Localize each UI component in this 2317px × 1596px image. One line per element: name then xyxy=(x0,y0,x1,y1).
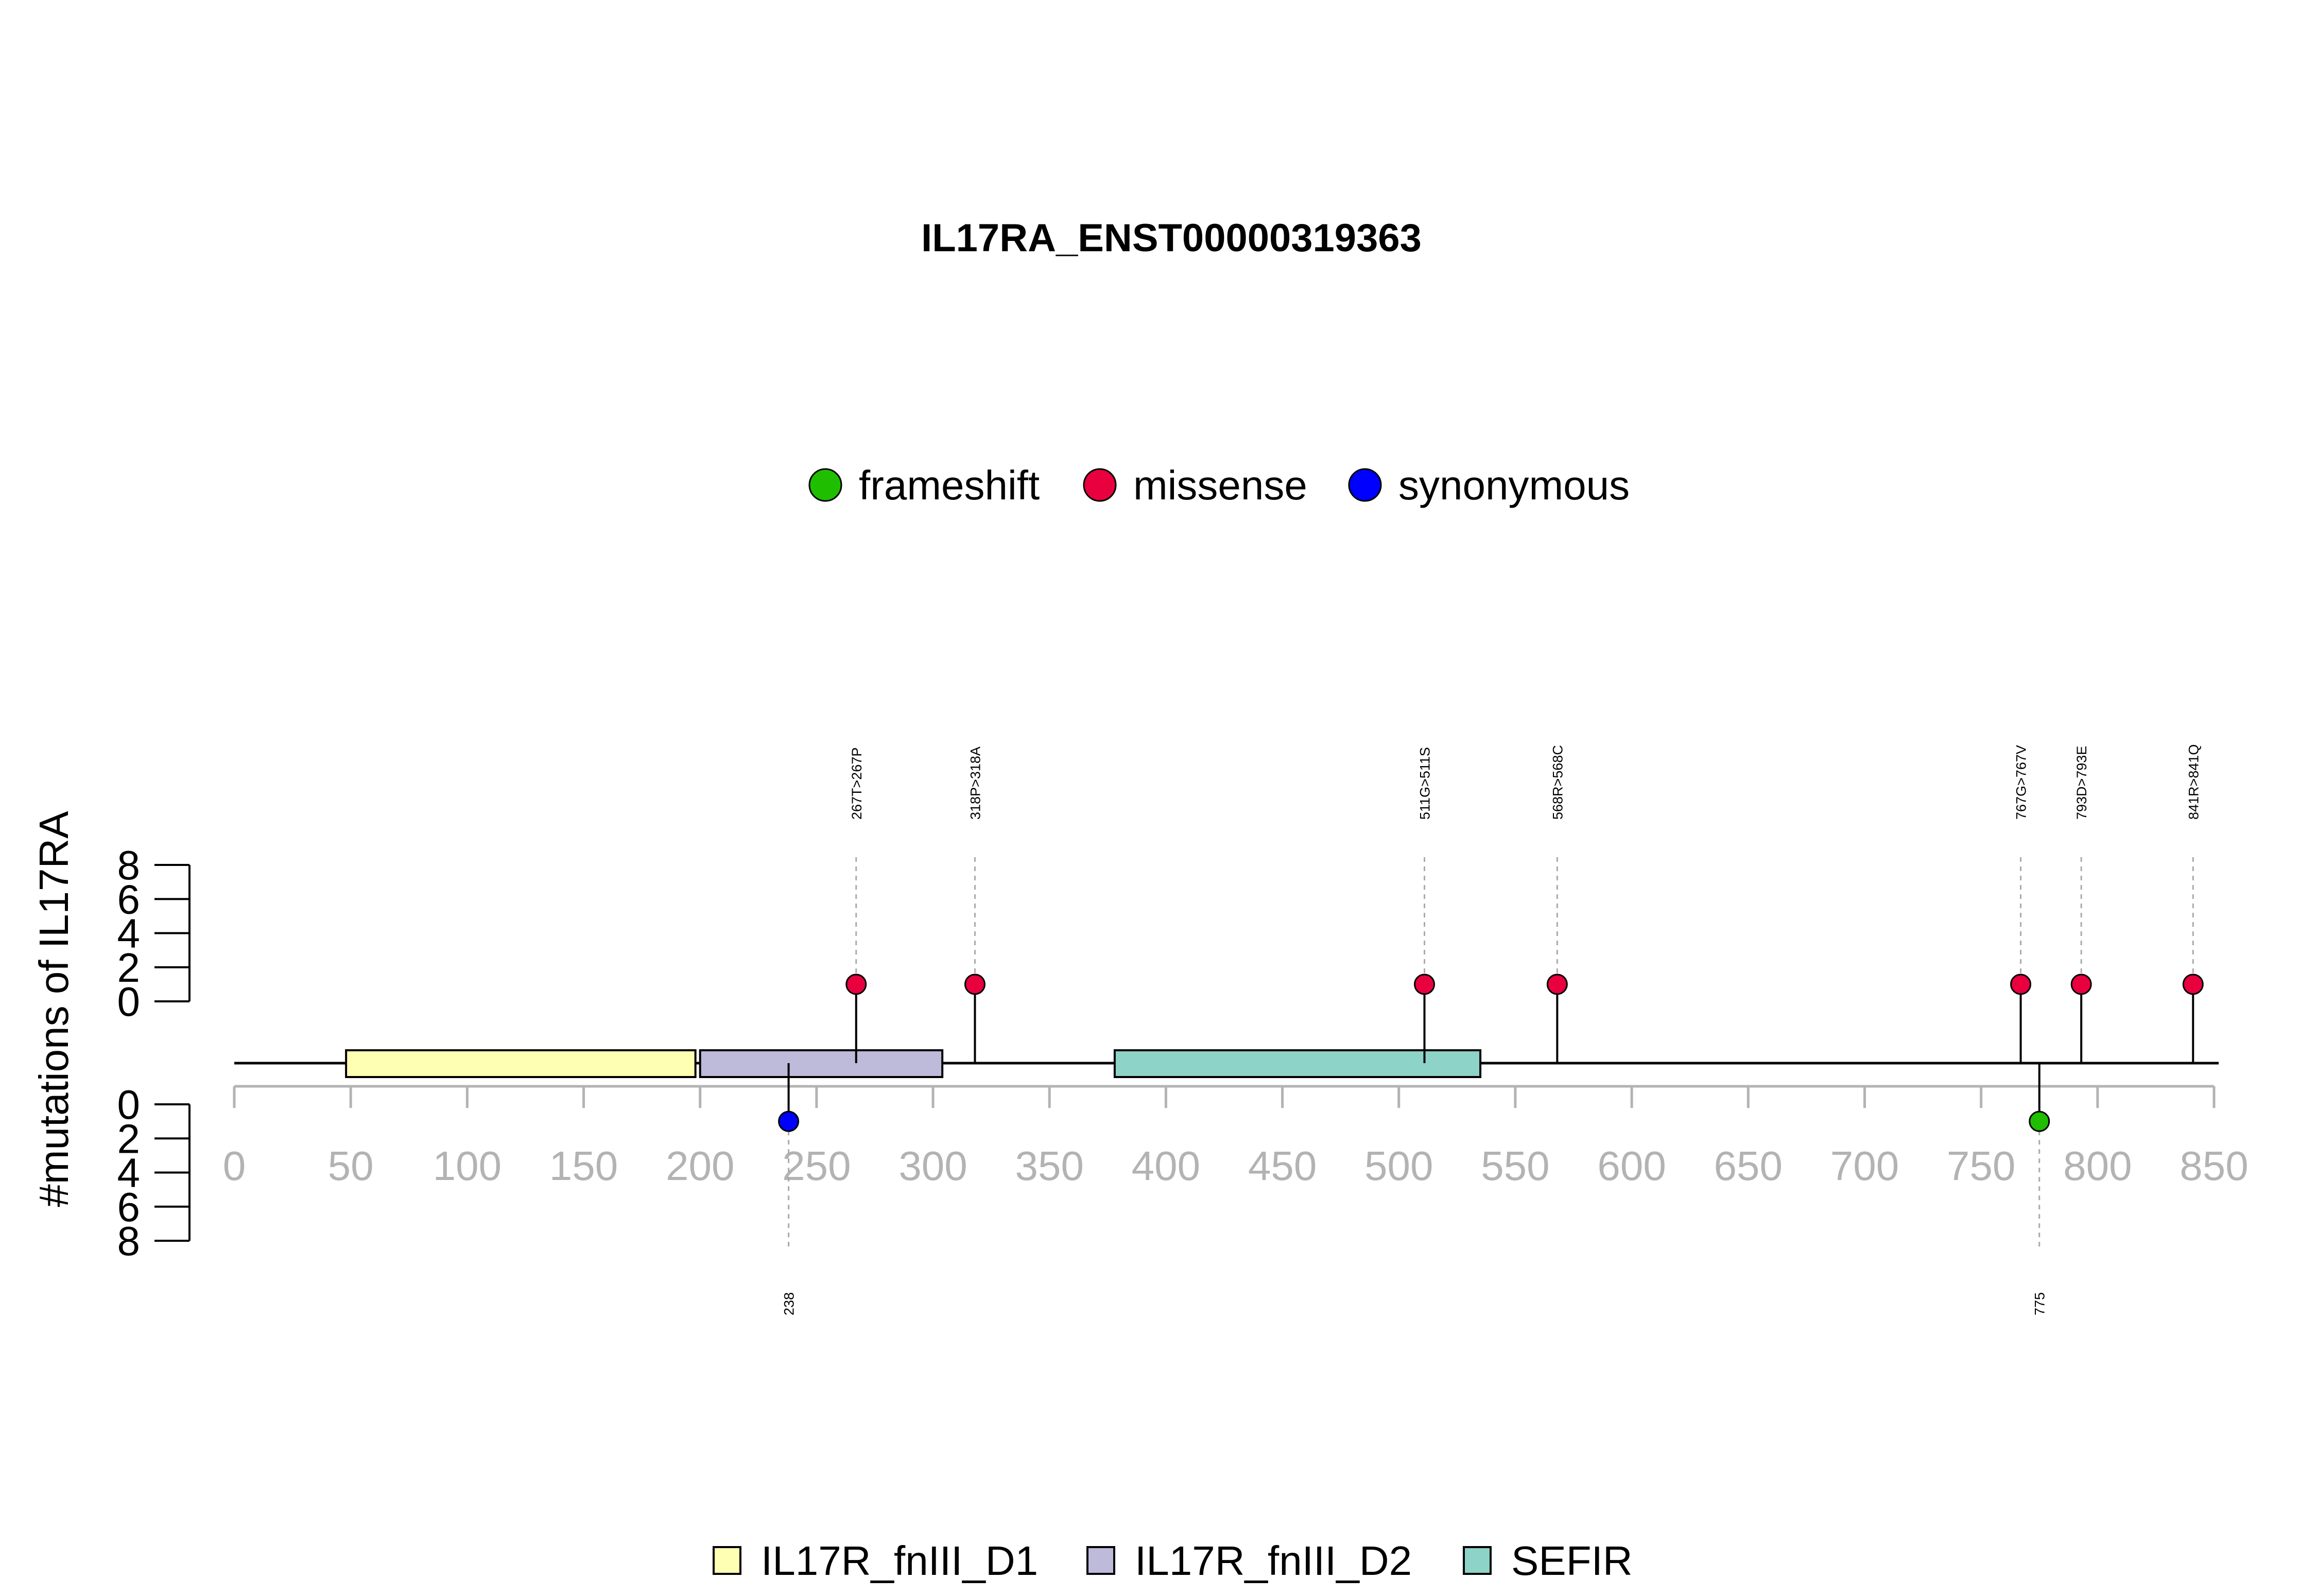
mutation-point-775 xyxy=(2029,1111,2050,1132)
x-tick-label-550: 550 xyxy=(1481,1143,1549,1189)
mutation-label-775: 775 xyxy=(2032,1292,2048,1315)
y-tick-label-bottom-4: 4 xyxy=(117,1150,141,1196)
mutation-label-318: 318P>318A xyxy=(967,747,983,820)
domain-legend-swatch-IL17R_fnIII_D2 xyxy=(1086,1546,1115,1575)
mutation-point-318 xyxy=(964,974,985,995)
legend-marker-missense xyxy=(1083,468,1117,502)
mutation-point-767 xyxy=(2010,974,2032,995)
x-tick-label-450: 450 xyxy=(1248,1143,1317,1189)
chart-title: IL17RA_ENST00000319363 xyxy=(921,216,1422,260)
domain-legend-label-IL17R_fnIII_D1: IL17R_fnIII_D1 xyxy=(761,1538,1038,1584)
legend-label-missense: missense xyxy=(1133,462,1307,508)
protein-backbone xyxy=(234,1049,2219,1078)
y-axis-label: #mutations of IL17RA xyxy=(31,811,77,1207)
mutation-point-267 xyxy=(845,974,867,995)
mutation-type-legend: frameshift missense synonymous xyxy=(808,462,1630,508)
x-tick-label-250: 250 xyxy=(782,1143,851,1189)
mutation-point-568 xyxy=(1546,974,1568,995)
domain-IL17R_fnIII_D1 xyxy=(345,1049,697,1078)
domain-IL17R_fnIII_D2 xyxy=(699,1049,944,1078)
mutation-point-841 xyxy=(2182,974,2204,995)
x-tick-label-200: 200 xyxy=(666,1143,734,1189)
x-tick-label-500: 500 xyxy=(1364,1143,1433,1189)
mutation-label-267: 267T>267P xyxy=(849,748,864,820)
y-tick-label-top-6: 6 xyxy=(117,876,141,922)
legend-label-synonymous: synonymous xyxy=(1398,462,1630,508)
domain-legend: IL17R_fnIII_D1 IL17R_fnIII_D2 SEFIR xyxy=(713,1538,1633,1584)
domain-SEFIR xyxy=(1113,1049,1482,1078)
mutation-label-793: 793D>793E xyxy=(2074,746,2089,820)
y-tick-label-top-0: 0 xyxy=(117,979,141,1025)
mutation-label-238: 238 xyxy=(782,1292,797,1315)
mutation-point-793 xyxy=(2070,974,2092,995)
domain-legend-label-SEFIR: SEFIR xyxy=(1511,1538,1633,1584)
domain-legend-label-IL17R_fnIII_D2: IL17R_fnIII_D2 xyxy=(1135,1538,1412,1584)
y-tick-label-bottom-0: 0 xyxy=(117,1082,141,1127)
mutation-label-511: 511G>511S xyxy=(1417,747,1433,820)
mutation-lollipops: 267T>267P 318P>318A 511G>511S 568R>568C 767G… xyxy=(778,744,2204,1315)
x-tick-label-100: 100 xyxy=(433,1143,502,1189)
mutation-label-568: 568R>568C xyxy=(1550,745,1565,820)
x-tick-label-350: 350 xyxy=(1015,1143,1083,1189)
y-tick-label-top-2: 2 xyxy=(117,945,141,991)
x-tick-label-50: 50 xyxy=(328,1143,374,1189)
x-tick-label-400: 400 xyxy=(1132,1143,1200,1189)
x-axis: 0 50 100 150 200 250 300 350 400 450 500 550 600 650 7… xyxy=(223,1085,2249,1189)
y-tick-label-bottom-2: 2 xyxy=(117,1116,141,1161)
x-tick-label-700: 700 xyxy=(1830,1143,1899,1189)
x-tick-label-850: 850 xyxy=(2180,1143,2248,1189)
mutation-point-238 xyxy=(778,1111,800,1132)
x-tick-label-600: 600 xyxy=(1597,1143,1666,1189)
mutation-point-511 xyxy=(1414,974,1436,995)
y-tick-label-bottom-8: 8 xyxy=(117,1218,141,1264)
y-tick-label-top-8: 8 xyxy=(117,842,141,888)
domain-legend-swatch-SEFIR xyxy=(1463,1546,1492,1575)
x-tick-label-300: 300 xyxy=(898,1143,967,1189)
x-tick-label-150: 150 xyxy=(549,1143,618,1189)
y-tick-label-bottom-6: 6 xyxy=(117,1184,141,1230)
x-tick-label-800: 800 xyxy=(2063,1143,2132,1189)
x-tick-label-750: 750 xyxy=(1947,1143,2015,1189)
mutation-label-841: 841R>841Q xyxy=(2186,744,2201,820)
x-tick-label-650: 650 xyxy=(1714,1143,1783,1189)
mutation-label-767: 767G>767V xyxy=(2014,745,2029,820)
legend-marker-frameshift xyxy=(808,468,842,502)
legend-label-frameshift: frameshift xyxy=(859,462,1040,508)
domain-legend-swatch-IL17R_fnIII_D1 xyxy=(713,1546,741,1575)
x-tick-label-0: 0 xyxy=(223,1143,246,1189)
y-tick-label-top-4: 4 xyxy=(117,911,141,957)
legend-marker-synonymous xyxy=(1348,468,1382,502)
